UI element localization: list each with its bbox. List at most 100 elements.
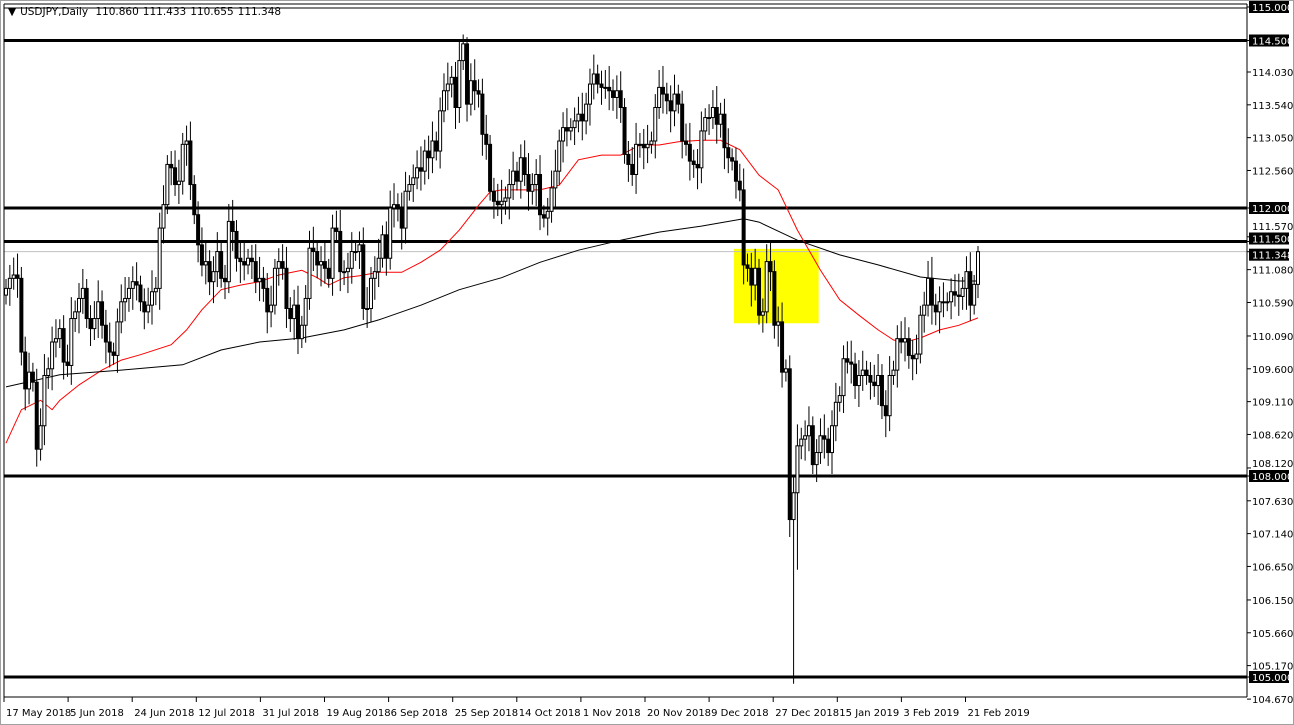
bearish-candle-body	[868, 375, 873, 383]
bullish-candle-body	[837, 395, 842, 403]
candle	[603, 69, 608, 99]
price-tick: 110.090	[1247, 332, 1293, 343]
price-tick-label: 114.500	[1252, 37, 1293, 48]
bullish-candle-body	[718, 113, 723, 125]
bullish-candle-body	[319, 261, 324, 266]
bearish-candle-body	[691, 160, 696, 165]
bearish-candle-body	[757, 267, 762, 316]
candle	[641, 128, 646, 170]
candle	[69, 297, 74, 385]
bearish-candle-body	[687, 143, 692, 162]
candle	[799, 427, 804, 460]
bullish-candle-body	[380, 234, 385, 259]
bullish-candle-body	[123, 297, 128, 303]
candle	[568, 118, 573, 141]
candle	[929, 256, 934, 325]
candle	[176, 159, 181, 204]
candle	[710, 90, 715, 129]
price-tick-label: 104.670	[1252, 695, 1293, 706]
candle	[595, 64, 600, 94]
candle	[453, 61, 458, 129]
price-tick: 106.150	[1247, 596, 1293, 607]
bullish-candle-body	[791, 492, 796, 521]
bullish-candle-body	[795, 445, 800, 494]
bullish-candle-body	[856, 375, 861, 387]
bearish-candle-body	[334, 227, 339, 232]
candle	[107, 322, 112, 368]
bearish-candle-body	[138, 284, 143, 303]
bullish-candle-body	[710, 107, 715, 119]
bearish-candle-body	[853, 363, 858, 387]
bullish-candle-body	[783, 368, 788, 373]
candle	[526, 153, 531, 211]
bullish-candle-body	[814, 452, 819, 466]
candle	[660, 65, 665, 114]
candle	[307, 230, 312, 310]
bullish-candle-body	[422, 150, 427, 172]
bullish-candle-body	[376, 257, 381, 273]
bearish-candle-body	[929, 277, 934, 306]
candle	[614, 75, 619, 119]
candle	[680, 90, 685, 159]
bullish-candle-body	[895, 338, 900, 371]
price-tick-label: 110.090	[1252, 332, 1293, 343]
bearish-candle-body	[564, 127, 569, 132]
bullish-candle-body	[557, 140, 562, 172]
bullish-candle-body	[345, 267, 350, 273]
candle	[173, 150, 178, 196]
candle	[576, 96, 581, 133]
candle	[657, 69, 662, 119]
date-tick: 6 Sep 2018	[388, 697, 448, 719]
candle	[895, 325, 900, 388]
price-tick-label: 112.000	[1252, 204, 1293, 215]
bullish-candle-body	[211, 271, 216, 283]
bearish-candle-body	[599, 83, 604, 88]
bullish-candle-body	[776, 321, 781, 326]
candle	[491, 177, 496, 219]
candle	[530, 173, 535, 205]
bearish-candle-body	[418, 167, 423, 172]
collapse-triangle-icon[interactable]: ▼	[8, 6, 17, 18]
bearish-candle-body	[780, 321, 785, 373]
candle	[445, 62, 450, 111]
bullish-candle-body	[614, 90, 619, 98]
bullish-candle-body	[634, 143, 639, 176]
candle	[826, 427, 831, 466]
moving-average-black-line	[5, 218, 978, 388]
candle	[142, 288, 147, 330]
bearish-candle-body	[899, 338, 904, 343]
bullish-candle-body	[891, 369, 896, 377]
price-label-highlight	[1249, 34, 1289, 47]
symbol-label: USDJPY,Daily	[20, 6, 89, 18]
bearish-candle-body	[810, 425, 815, 466]
bearish-candle-body	[207, 261, 212, 283]
candle	[714, 86, 719, 144]
candle	[495, 183, 500, 217]
candle	[503, 186, 508, 215]
candle	[303, 285, 308, 343]
candle	[188, 121, 193, 200]
candle	[449, 65, 454, 98]
candle	[76, 283, 81, 334]
candle	[960, 277, 965, 310]
date-tick: 9 Dec 2018	[708, 697, 769, 719]
candle	[864, 360, 869, 385]
bearish-candle-body	[745, 264, 750, 269]
bearish-candle-body	[134, 281, 139, 286]
bearish-candle-body	[19, 277, 24, 353]
bullish-candle-body	[272, 267, 277, 306]
candle	[684, 123, 689, 156]
bullish-candle-body	[637, 143, 642, 146]
bullish-candle-body	[584, 103, 589, 122]
bullish-candle-body	[53, 338, 58, 343]
bearish-candle-body	[88, 318, 93, 330]
bullish-candle-body	[246, 257, 251, 266]
bullish-candle-body	[307, 247, 312, 299]
bullish-candle-body	[657, 86, 662, 109]
date-tick-label: 25 Sep 2018	[455, 708, 518, 719]
price-axis[interactable]: 114.030 113.540 113.050 112.560 111.570 111.0…	[1247, 1, 1293, 706]
candle	[284, 246, 289, 328]
candle	[38, 408, 43, 461]
